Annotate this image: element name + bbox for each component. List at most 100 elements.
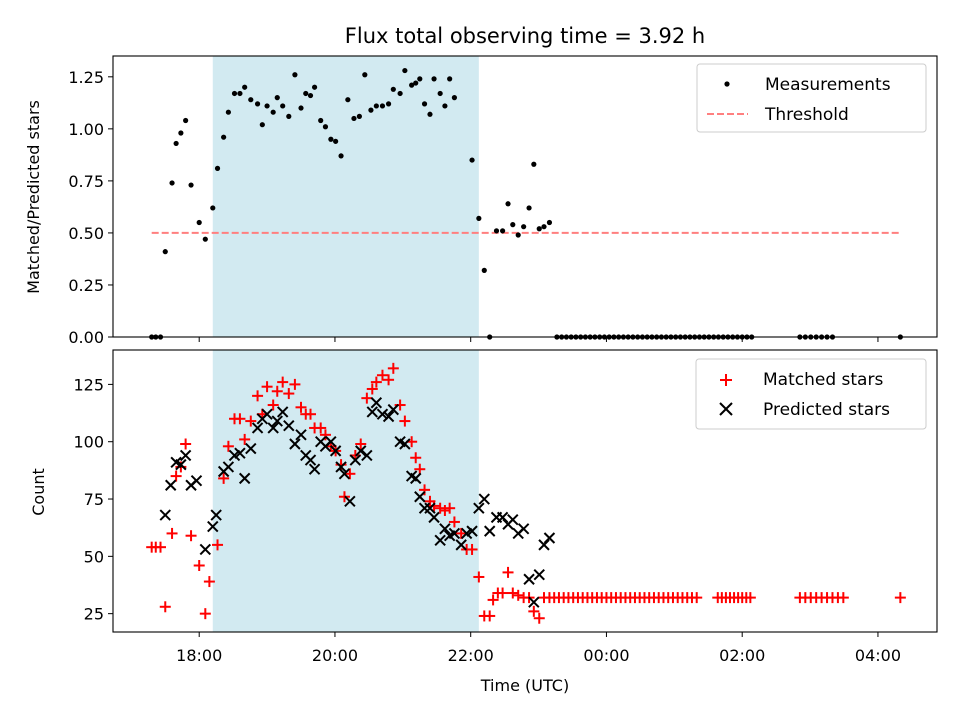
predicted-star-point (478, 493, 490, 505)
predicted-star-point (355, 445, 367, 457)
measurement-point (274, 95, 280, 101)
y-tick-label: 100 (73, 433, 104, 452)
predicted-star-point (376, 408, 389, 420)
predicted-star-point (164, 479, 177, 491)
matched-star-point (383, 374, 395, 386)
y-tick-label: 1.25 (68, 68, 104, 87)
measurement-point (368, 107, 374, 113)
matched-star-point (289, 378, 301, 390)
measurement-point (417, 76, 423, 82)
measurement-point (173, 140, 179, 147)
y-tick-label: 0.25 (68, 276, 104, 295)
measurement-point (307, 92, 314, 99)
legend-predicted-label: Predicted stars (763, 400, 890, 420)
ratio-legend: Measurements Threshold (696, 63, 927, 133)
matched-star-point (199, 608, 211, 620)
measurement-point (322, 124, 329, 130)
measurement-point (169, 180, 175, 186)
measurement-point (505, 201, 511, 207)
matched-star-point (439, 504, 451, 516)
predicted-star-point (466, 525, 478, 537)
measurement-point (188, 182, 194, 188)
predicted-star-point (434, 534, 446, 546)
counts-panel: 25 50 75 100 125 18:00 20:00 22:00 00:00 02:00 04… (29, 349, 938, 695)
predicted-star-point (448, 527, 461, 540)
predicted-star-point (439, 523, 451, 535)
predicted-star-point (543, 532, 556, 544)
matched-star-point (370, 376, 382, 388)
counts-panel-frame (112, 349, 938, 633)
matched-star-point (212, 539, 224, 551)
predicted-star-point (366, 406, 378, 418)
predicted-star-point (414, 491, 426, 503)
predicted-star-point (335, 461, 347, 473)
measurement-point (231, 90, 238, 97)
predicted-star-point (517, 523, 530, 535)
predicted-star-point (370, 397, 383, 409)
measurement-point (541, 224, 547, 230)
measurement-point (264, 103, 270, 109)
x-axis-label: Time (UTC) (480, 676, 569, 695)
predicted-star-point (289, 438, 301, 450)
ratio-y-axis-label: Matched/Predicted stars (24, 100, 43, 294)
predicted-star-point (245, 442, 257, 455)
measurement-point (427, 111, 433, 117)
predicted-star-point (329, 445, 342, 457)
observing-interval-shade (212, 350, 479, 632)
predicted-star-point (424, 502, 436, 514)
measurement-point (531, 161, 537, 167)
x-tick-label: 02:00 (719, 646, 765, 665)
measurement-point (409, 82, 415, 88)
matched-star-point (344, 468, 356, 480)
measurement-point (214, 165, 221, 171)
measurement-point (311, 84, 318, 90)
measurement-point (526, 205, 532, 211)
legend-measurements-marker (724, 81, 730, 87)
matched-star-point (487, 594, 499, 606)
x-tick-label: 00:00 (583, 646, 629, 665)
measurement-point (521, 224, 527, 230)
matched-star-point (428, 500, 440, 512)
predicted-star-point (325, 436, 337, 448)
matched-star-point (267, 399, 279, 411)
measurement-point (286, 113, 292, 119)
predicted-star-point (175, 458, 187, 471)
measurement-point (390, 86, 396, 92)
y-tick-label: 75 (84, 490, 104, 509)
predicted-star-point (261, 408, 273, 420)
measurement-point (447, 76, 453, 82)
x-tick-label: 22:00 (448, 646, 494, 665)
predicted-star-point (410, 472, 422, 485)
predicted-star-point (304, 454, 317, 466)
matched-star-point (512, 589, 524, 601)
predicted-star-point (159, 509, 171, 521)
legend-predicted-marker (719, 402, 733, 416)
predicted-star-point (234, 447, 246, 459)
matched-star-point (245, 415, 257, 427)
matched-star-point (193, 560, 205, 572)
predicted-star-point (283, 419, 295, 432)
predicted-star-point (533, 568, 545, 581)
predicted-star-point (222, 461, 235, 473)
predicted-star-point (483, 525, 496, 537)
measurement-point (248, 97, 254, 103)
matched-star-point (185, 530, 197, 542)
measurement-point (270, 109, 276, 115)
predicted-star-point (387, 403, 400, 416)
matched-star-point (222, 440, 234, 452)
predicted-star-point (238, 472, 251, 485)
predicted-star-point (399, 438, 411, 450)
predicted-star-point (473, 502, 485, 514)
ratio-panel: 0.00 0.25 0.50 0.75 1.00 1.25 Matched/Predict… (24, 55, 938, 347)
measurement-point (259, 122, 265, 128)
measurement-point (493, 228, 500, 234)
matched-star-point (376, 369, 388, 381)
predicted-star-point (179, 449, 192, 462)
counts-y-axis-label: Count (29, 468, 48, 516)
matched-star-point (473, 571, 485, 583)
measurement-point (510, 222, 516, 228)
matched-star-point (528, 605, 540, 617)
measurement-point (379, 103, 386, 109)
measurement-point (333, 138, 339, 144)
